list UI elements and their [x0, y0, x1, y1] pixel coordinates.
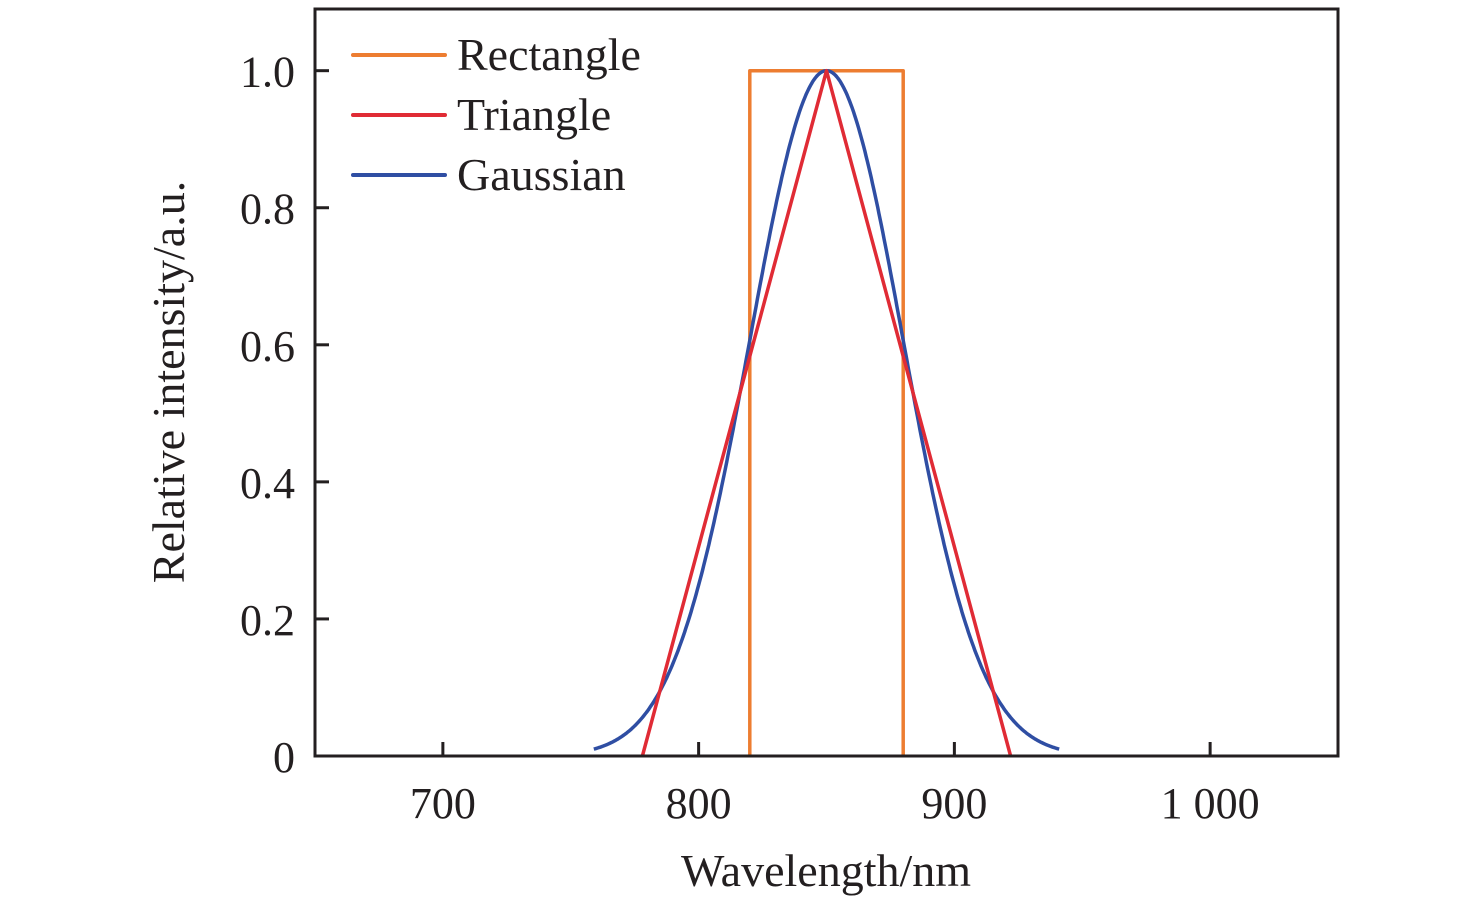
x-tick-label: 700: [410, 779, 476, 828]
x-axis-ticks: 700 800 900 1 000: [410, 742, 1260, 828]
series-line-gaussian: [593, 68, 1060, 751]
legend-label: Rectangle: [457, 29, 641, 80]
x-tick-label: 800: [666, 779, 732, 828]
y-axis-label: Relative intensity/a.u.: [143, 181, 194, 583]
y-axis-ticks: 0 0.2 0.4 0.6 0.8 1.0: [240, 48, 329, 782]
y-tick-label: 0.2: [240, 596, 295, 645]
plot-frame: [313, 7, 1340, 758]
y-tick-label: 1.0: [240, 48, 295, 97]
y-tick-label: 0: [273, 733, 295, 782]
legend-label: Gaussian: [457, 149, 626, 200]
y-tick-label: 0.8: [240, 185, 295, 234]
x-tick-label: 900: [921, 779, 987, 828]
legend-label: Triangle: [457, 89, 611, 140]
y-tick-label: 0.6: [240, 322, 295, 371]
x-tick-label: 1 000: [1161, 779, 1260, 828]
y-tick-label: 0.4: [240, 459, 295, 508]
x-axis-label: Wavelength/nm: [681, 845, 971, 896]
series-line-triangle: [640, 68, 1013, 757]
series-line-rectangle: [748, 68, 905, 756]
legend: Rectangle Triangle Gaussian: [351, 29, 641, 200]
plot-lines: [593, 68, 1060, 757]
